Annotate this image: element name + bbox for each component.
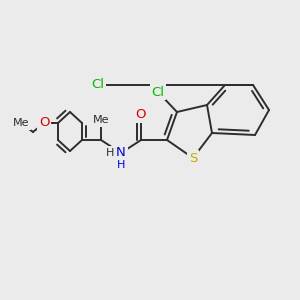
Text: H: H — [117, 160, 125, 170]
Text: Me: Me — [93, 115, 109, 125]
Text: O: O — [39, 116, 49, 130]
Text: S: S — [189, 152, 197, 164]
Text: Cl: Cl — [92, 79, 104, 92]
Text: Cl: Cl — [152, 85, 164, 98]
Text: H: H — [106, 148, 114, 158]
Text: Me: Me — [13, 118, 29, 128]
Text: N: N — [116, 146, 126, 160]
Text: O: O — [136, 109, 146, 122]
